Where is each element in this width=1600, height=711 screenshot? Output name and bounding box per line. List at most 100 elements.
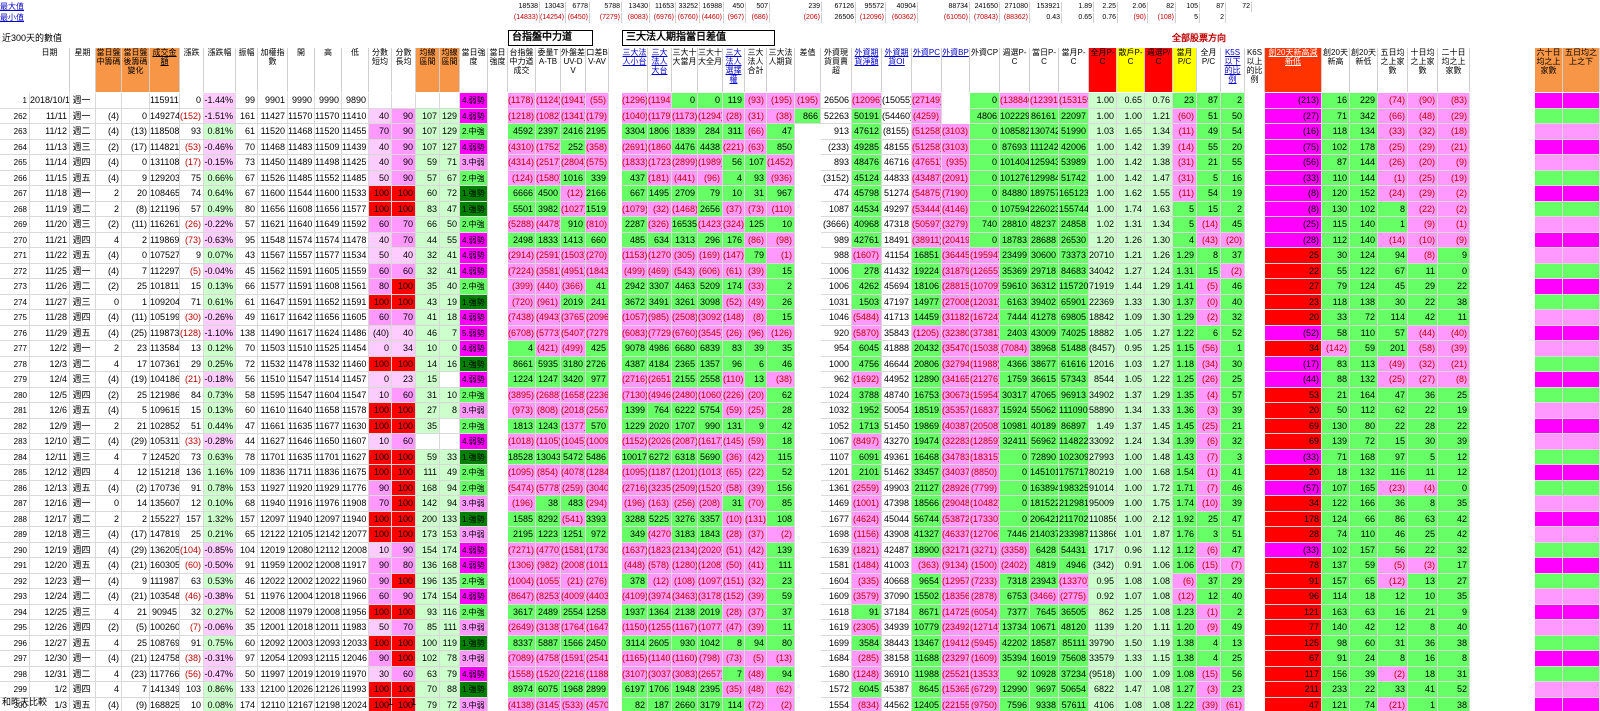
cell-o[interactable]: 12003 [288,635,315,651]
cell-chg[interactable]: 73 [180,449,204,465]
cell-h[interactable]: 12019 [315,666,342,682]
cell-b[interactable]: 2 [122,232,150,248]
cell-m2[interactable] [440,93,460,109]
cell-u5[interactable]: (52) [723,294,745,310]
cell-p2[interactable]: 1.37 [1117,387,1145,403]
cell-v5[interactable]: (29048) [942,496,970,512]
cell-v3[interactable]: 48155 [882,139,912,155]
cell-u2[interactable]: 634 [648,232,672,248]
cell-b[interactable]: (21) [122,651,150,667]
column-header[interactable]: 創20天新低 [1350,48,1378,92]
cell-n2[interactable]: 118 [1322,294,1350,310]
cell-v4[interactable]: (1205) [912,325,942,341]
cell-r2[interactable] [1563,155,1600,171]
cell-k1[interactable]: 1.74 [1173,496,1197,512]
cell-w2[interactable]: (138840) [1000,93,1030,109]
cell-k1[interactable]: 1.25 [1173,372,1197,388]
cell-o[interactable]: 12093 [288,651,315,667]
cell-s2[interactable]: 70 [392,620,416,636]
cell-v1[interactable]: (3152) [821,170,852,186]
cell-u3[interactable]: (3083) [672,666,698,682]
cell-w1[interactable]: (7233) [970,573,1000,589]
cell-u1[interactable]: (4109) [622,589,648,605]
cell-v1[interactable]: 1677 [821,511,852,527]
cell-w4[interactable]: 111090 [1059,403,1089,419]
cell-o[interactable]: 11468 [288,124,315,140]
cell-chg[interactable]: (30) [180,310,204,326]
cell-day[interactable]: 週三 [70,294,96,310]
cell-l[interactable]: 11627 [342,449,369,465]
cell-t3[interactable]: (1658) [561,387,586,403]
cell-h[interactable]: 12018 [315,589,342,605]
cell-l[interactable]: 11776 [342,480,369,496]
cell-a[interactable] [96,93,122,109]
cell-t3[interactable]: (4009) [561,589,586,605]
summary-value[interactable]: 5 [1176,13,1200,23]
cell-a[interactable]: (2) [96,139,122,155]
cell-chg[interactable]: 15 [180,279,204,295]
cell-n2[interactable]: 58 [1322,325,1350,341]
cell-h[interactable]: 11574 [315,232,342,248]
cell-t1[interactable]: 2195 [508,527,536,543]
cell-idx[interactable]: 12122 [258,527,288,543]
cell-u2[interactable]: 1495 [648,186,672,202]
cell-o[interactable]: 11483 [288,139,315,155]
cell-u5[interactable]: (145) [723,434,745,450]
cell-v4[interactable]: (47651) [912,155,942,171]
cell-l[interactable]: 11917 [342,558,369,574]
cell-day[interactable]: 週五 [70,635,96,651]
cell-t4[interactable]: 1519 [586,201,609,217]
cell-m2[interactable]: 0 [440,341,460,357]
cell-t3[interactable]: (1503) [561,248,586,264]
cell-r1[interactable] [1535,682,1563,698]
cell-w1[interactable]: 0 [970,170,1000,186]
cell-v1[interactable]: 1680 [821,666,852,682]
cell-u3[interactable]: (2508) [672,310,698,326]
cell-u4[interactable]: (1060) [698,387,723,403]
cell-v4[interactable]: (363) [912,558,942,574]
cell-u1[interactable]: 10017 [622,449,648,465]
cell-w1[interactable]: (15038) [970,341,1000,357]
cell-a[interactable]: (2) [96,620,122,636]
cell-w4[interactable]: 51990 [1059,124,1089,140]
cell-n5[interactable]: 29 [1408,279,1438,295]
cell-w2[interactable]: 84880 [1000,186,1030,202]
cell-p1[interactable]: (8457) [1089,341,1117,357]
cell-amt[interactable]: 168825 [150,697,180,711]
cell-amt[interactable]: 118508 [150,124,180,140]
cell-w4[interactable]: 212981 [1059,496,1089,512]
cell-a[interactable]: (4) [96,589,122,605]
cell-s2[interactable]: 100 [392,573,416,589]
summary-value[interactable]: 87 [1200,2,1226,12]
column-header[interactable]: 委量TA-TB [536,48,561,92]
cell-u1[interactable]: 9078 [622,341,648,357]
cell-n6[interactable]: 52 [1438,682,1470,698]
cell-v1[interactable]: 26506 [821,93,852,109]
summary-value[interactable]: 18538 [512,2,540,12]
cell-v2[interactable]: 6045 [852,341,882,357]
cell-v1[interactable]: 1581 [821,558,852,574]
cell-u1[interactable]: 437 [622,170,648,186]
cell-date[interactable]: 11/27 [30,294,70,310]
cell-idx[interactable]: 11567 [258,248,288,264]
cell-p2[interactable]: 1.00 [1117,480,1145,496]
cell-amt[interactable]: 104186 [150,372,180,388]
cell-r2[interactable] [1563,527,1600,543]
cell-v3[interactable]: 47398 [882,496,912,512]
cell-m1[interactable]: 168 [416,480,440,496]
cell-w3[interactable]: 6428 [1030,542,1059,558]
cell-t2[interactable]: (2688) [536,387,561,403]
cell-w2[interactable]: 1759 [1000,372,1030,388]
cell-n1[interactable]: 178 [1265,511,1322,527]
cell-idx[interactable]: 12001 [258,620,288,636]
cell-h[interactable]: 12093 [315,635,342,651]
cell-pct[interactable]: -0.15% [204,155,236,171]
cell-p3[interactable]: 1.39 [1145,139,1173,155]
cell-k2[interactable]: 87 [1197,93,1221,109]
cell-v4[interactable]: 56744 [912,511,942,527]
cell-b[interactable]: (29) [122,542,150,558]
cell-m1[interactable]: 41 [416,310,440,326]
cell-k2[interactable]: 4 [1197,635,1221,651]
summary-value[interactable]: 82 [1148,2,1176,12]
cell-t2[interactable]: (1752) [536,139,561,155]
